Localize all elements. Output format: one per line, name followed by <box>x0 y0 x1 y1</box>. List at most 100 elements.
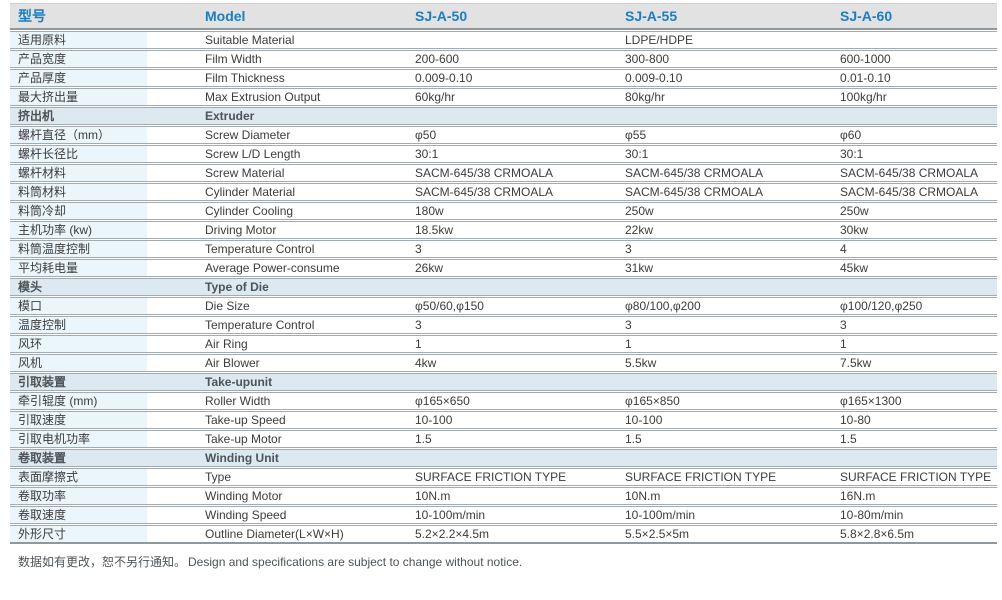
spec-row: 模口 Die Size φ50/60,φ150 φ80/100,φ200 φ100/12… <box>10 297 997 315</box>
spec-row: 引取电机功率 Take-up Motor 1.5 1.5 1.5 <box>10 430 997 448</box>
value-cell-3: 600-1000 <box>835 50 997 68</box>
row-label-cn: 料筒温度控制 <box>10 240 147 258</box>
spec-row: 适用原料 Suitable Material LDPE/HDPE <box>10 31 997 49</box>
value-cell-1: 10N.m <box>410 487 620 505</box>
spacer-cell <box>147 164 200 182</box>
row-label-en: Take-upunit <box>200 373 410 391</box>
value-cell-3 <box>835 107 997 125</box>
row-label-cn: 引取速度 <box>10 411 147 429</box>
row-label-cn: 引取装置 <box>10 373 147 391</box>
value-cell-1: 30:1 <box>410 145 620 163</box>
value-cell-1: SACM-645/38 CRMOALA <box>410 183 620 201</box>
row-label-en: Average Power-consume <box>200 259 410 277</box>
value-cell-3: 5.8×2.8×6.5m <box>835 525 997 544</box>
row-label-cn: 料筒材料 <box>10 183 147 201</box>
value-cell-1: 60kg/hr <box>410 88 620 106</box>
spacer-cell <box>147 354 200 372</box>
spec-row: 产品厚度 Film Thickness 0.009-0.10 0.009-0.10 0.… <box>10 69 997 87</box>
value-cell-2: SACM-645/38 CRMOALA <box>620 183 835 201</box>
spacer-cell <box>147 221 200 239</box>
row-label-en: Suitable Material <box>200 31 410 49</box>
row-label-en: Air Blower <box>200 354 410 372</box>
row-label-en: Type of Die <box>200 278 410 296</box>
spec-row: 料筒材料 Cylinder Material SACM-645/38 CRMOALA… <box>10 183 997 201</box>
row-label-en: Winding Unit <box>200 449 410 467</box>
value-cell-2: 5.5×2.5×5m <box>620 525 835 544</box>
spec-row: 产品宽度 Film Width 200-600 300-800 600-1000 <box>10 50 997 68</box>
value-cell-1: 5.2×2.2×4.5m <box>410 525 620 544</box>
spec-row: 螺杆长径比 Screw L/D Length 30:1 30:1 30:1 <box>10 145 997 163</box>
section-row: 模头 Type of Die <box>10 278 997 296</box>
value-cell-2: 3 <box>620 316 835 334</box>
spacer-cell <box>147 525 200 544</box>
row-label-en: Temperature Control <box>200 240 410 258</box>
value-cell-2: 80kg/hr <box>620 88 835 106</box>
value-cell-3: φ60 <box>835 126 997 144</box>
value-cell-3: SACM-645/38 CRMOALA <box>835 183 997 201</box>
header-cell-type-cn: 型号 <box>10 3 147 30</box>
value-cell-1: 10-100m/min <box>410 506 620 524</box>
value-cell-1: 3 <box>410 316 620 334</box>
row-label-en: Cylinder Material <box>200 183 410 201</box>
value-cell-1: 180w <box>410 202 620 220</box>
value-cell-3: 1.5 <box>835 430 997 448</box>
value-cell-2: 5.5kw <box>620 354 835 372</box>
value-cell-1 <box>410 107 620 125</box>
footnote-text-en: Design and specifications are subject to… <box>188 555 523 569</box>
row-label-cn: 引取电机功率 <box>10 430 147 448</box>
spacer-cell <box>147 107 200 125</box>
value-cell-1: φ165×650 <box>410 392 620 410</box>
spec-row: 最大挤出量 Max Extrusion Output 60kg/hr 80kg/hr 1… <box>10 88 997 106</box>
value-cell-3 <box>835 31 997 49</box>
value-cell-2: LDPE/HDPE <box>620 31 835 49</box>
spacer-cell <box>147 183 200 201</box>
spacer-cell <box>147 506 200 524</box>
value-cell-2: 250w <box>620 202 835 220</box>
value-cell-3 <box>835 278 997 296</box>
value-cell-2: φ55 <box>620 126 835 144</box>
spec-row: 引取速度 Take-up Speed 10-100 10-100 10-80 <box>10 411 997 429</box>
spacer-cell <box>147 69 200 87</box>
value-cell-2: 22kw <box>620 221 835 239</box>
spacer-cell <box>147 297 200 315</box>
value-cell-2: 0.009-0.10 <box>620 69 835 87</box>
spec-row: 平均耗电量 Average Power-consume 26kw 31kw 45kw <box>10 259 997 277</box>
header-cell-model-1: SJ-A-50 <box>410 3 620 30</box>
value-cell-2 <box>620 449 835 467</box>
header-cell-model: Model <box>200 3 410 30</box>
header-spacer-cell <box>147 3 200 30</box>
value-cell-2: 1.5 <box>620 430 835 448</box>
row-label-en: Max Extrusion Output <box>200 88 410 106</box>
value-cell-3: SURFACE FRICTION TYPE <box>835 468 997 486</box>
spacer-cell <box>147 468 200 486</box>
value-cell-2 <box>620 107 835 125</box>
spacer-cell <box>147 430 200 448</box>
value-cell-3: SACM-645/38 CRMOALA <box>835 164 997 182</box>
spacer-cell <box>147 31 200 49</box>
spacer-cell <box>147 202 200 220</box>
row-label-cn: 风环 <box>10 335 147 353</box>
value-cell-3: φ100/120,φ250 <box>835 297 997 315</box>
spacer-cell <box>147 392 200 410</box>
row-label-cn: 适用原料 <box>10 31 147 49</box>
value-cell-2: φ80/100,φ200 <box>620 297 835 315</box>
value-cell-3: φ165×1300 <box>835 392 997 410</box>
row-label-cn: 牵引辊度 (mm) <box>10 392 147 410</box>
spacer-cell <box>147 88 200 106</box>
spec-row: 牵引辊度 (mm) Roller Width φ165×650 φ165×850 φ16… <box>10 392 997 410</box>
row-label-en: Screw Diameter <box>200 126 410 144</box>
row-label-cn: 产品宽度 <box>10 50 147 68</box>
footnote-text-cn: 数据如有更改，恕不另行通知。 <box>18 555 187 569</box>
row-label-en: Film Thickness <box>200 69 410 87</box>
value-cell-1: SACM-645/38 CRMOALA <box>410 164 620 182</box>
value-cell-1: 0.009-0.10 <box>410 69 620 87</box>
value-cell-2 <box>620 373 835 391</box>
spacer-cell <box>147 449 200 467</box>
spec-sheet: 型号 Model SJ-A-50 SJ-A-55 SJ-A-60 适用原料 Sui… <box>10 3 997 569</box>
value-cell-3: 4 <box>835 240 997 258</box>
spacer-cell <box>147 487 200 505</box>
row-label-en: Driving Motor <box>200 221 410 239</box>
value-cell-3: 0.01-0.10 <box>835 69 997 87</box>
value-cell-2: 3 <box>620 240 835 258</box>
spacer-cell <box>147 50 200 68</box>
